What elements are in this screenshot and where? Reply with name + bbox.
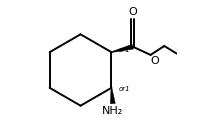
- Text: NH₂: NH₂: [102, 106, 124, 116]
- Text: O: O: [128, 7, 137, 17]
- Text: or1: or1: [119, 86, 131, 92]
- Polygon shape: [111, 44, 133, 52]
- Text: or1: or1: [119, 47, 131, 53]
- Polygon shape: [110, 88, 115, 104]
- Text: O: O: [151, 56, 160, 66]
